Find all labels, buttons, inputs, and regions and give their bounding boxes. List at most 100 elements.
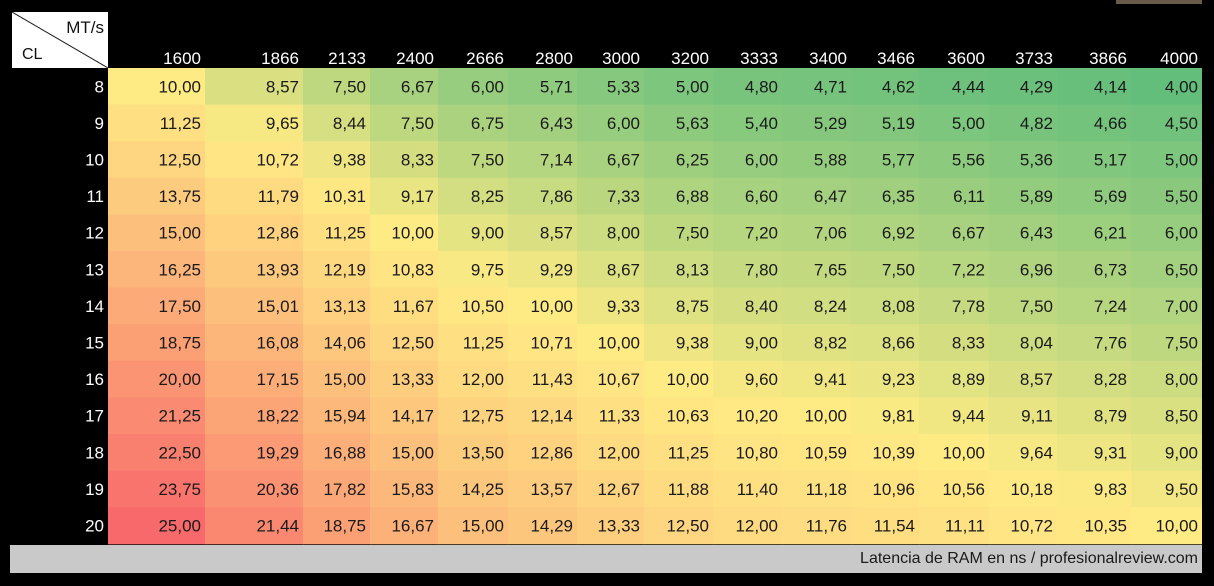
heat-cell-17-3333 (713, 397, 783, 435)
heat-cell-15-3333 (713, 324, 783, 362)
heat-cell-16-1866 (205, 360, 304, 398)
cell-value-12-1600: 15,00 (158, 224, 201, 243)
cell-value-8-2800: 5,71 (540, 77, 573, 96)
cell-value-20-3466: 11,54 (874, 517, 915, 536)
heat-cell-8-3333 (713, 68, 783, 106)
cell-value-11-3333: 6,60 (745, 187, 778, 206)
cell-value-18-3200: 11,25 (668, 443, 709, 462)
cell-value-10-3866: 5,17 (1094, 151, 1127, 170)
heat-cell-19-3000 (577, 470, 645, 508)
heat-cell-15-4000 (1131, 324, 1202, 362)
cell-value-10-1866: 10,72 (256, 151, 299, 170)
cell-value-19-3466: 10,96 (872, 480, 915, 499)
cell-value-14-3200: 8,75 (676, 297, 709, 316)
heat-cell-20-3000 (577, 507, 645, 545)
heat-cell-14-2133 (303, 287, 371, 325)
heat-cell-10-2800 (508, 141, 578, 179)
cell-value-8-1866: 8,57 (266, 77, 299, 96)
cell-value-20-3000: 13,33 (597, 517, 640, 536)
heat-cell-11-2800 (508, 177, 578, 215)
heat-cell-19-3400 (782, 470, 852, 508)
heat-cell-8-3466 (851, 68, 920, 106)
heat-cell-17-2133 (303, 397, 371, 435)
heat-cell-11-4000 (1131, 177, 1202, 215)
heat-cell-9-3000 (577, 104, 645, 142)
heat-cell-14-3400 (782, 287, 852, 325)
cell-value-17-3600: 9,44 (952, 407, 985, 426)
row-header-19: 19 (85, 480, 104, 499)
heat-cell-11-3333 (713, 177, 783, 215)
heat-cell-15-3600 (919, 324, 990, 362)
heat-cell-20-4000 (1131, 507, 1202, 545)
cell-value-13-4000: 6,50 (1165, 260, 1198, 279)
heat-cell-10-3333 (713, 141, 783, 179)
cell-value-11-3600: 6,11 (953, 187, 985, 206)
cell-value-8-3600: 4,44 (952, 77, 985, 96)
heat-cell-20-2800 (508, 507, 578, 545)
heat-cell-17-3733 (989, 397, 1058, 435)
heat-cell-12-3000 (577, 214, 645, 252)
cell-value-13-3200: 8,13 (676, 260, 709, 279)
heat-cell-13-3466 (851, 251, 920, 289)
heat-cell-12-2800 (508, 214, 578, 252)
heat-cell-17-3400 (782, 397, 852, 435)
cell-value-9-2133: 8,44 (333, 114, 366, 133)
heat-cell-9-3600 (919, 104, 990, 142)
cell-value-10-1600: 12,50 (158, 151, 201, 170)
heat-cell-15-3200 (644, 324, 714, 362)
cell-value-9-2400: 7,50 (401, 114, 434, 133)
cell-value-10-3200: 6,25 (676, 151, 709, 170)
heat-cell-19-2133 (303, 470, 371, 508)
heat-cell-15-3733 (989, 324, 1058, 362)
heat-cell-16-3733 (989, 360, 1058, 398)
heat-cell-19-2800 (508, 470, 578, 508)
heat-cell-12-3733 (989, 214, 1058, 252)
heat-cell-19-1600 (108, 470, 206, 508)
column-header-3200: 3200 (671, 49, 709, 68)
cell-value-11-3733: 5,89 (1020, 187, 1053, 206)
heat-cell-10-2666 (438, 141, 509, 179)
cell-value-12-2800: 8,57 (540, 224, 573, 243)
cell-value-11-4000: 5,50 (1165, 187, 1198, 206)
cell-value-14-3733: 7,50 (1020, 297, 1053, 316)
heat-cell-15-3000 (577, 324, 645, 362)
heat-cell-13-3200 (644, 251, 714, 289)
cell-value-9-3333: 5,40 (745, 114, 778, 133)
cell-value-19-4000: 9,50 (1165, 480, 1198, 499)
heat-cell-13-2133 (303, 251, 371, 289)
heat-cell-11-1600 (108, 177, 206, 215)
cell-value-13-3400: 7,65 (814, 260, 847, 279)
cell-value-11-3200: 6,88 (676, 187, 709, 206)
heat-cell-11-3466 (851, 177, 920, 215)
heat-cell-9-3200 (644, 104, 714, 142)
cell-value-9-2666: 6,75 (471, 114, 504, 133)
cell-value-11-2666: 8,25 (471, 187, 504, 206)
heat-cell-12-1600 (108, 214, 206, 252)
cell-value-9-3866: 4,66 (1094, 114, 1127, 133)
cell-value-16-1600: 20,00 (158, 370, 201, 389)
cell-value-13-2133: 12,19 (323, 260, 366, 279)
cell-value-14-3466: 8,08 (882, 297, 915, 316)
cell-value-19-2133: 17,82 (323, 480, 366, 499)
cell-value-16-1866: 17,15 (256, 370, 299, 389)
heat-cell-14-1866 (205, 287, 304, 325)
cell-value-12-3000: 8,00 (607, 224, 640, 243)
heat-cell-15-3866 (1057, 324, 1132, 362)
row-header-8: 8 (95, 77, 104, 96)
cell-value-13-1600: 16,25 (158, 260, 201, 279)
column-header-1866: 1866 (261, 49, 299, 68)
cell-value-14-3400: 8,24 (814, 297, 847, 316)
cell-value-12-3200: 7,50 (676, 224, 709, 243)
cell-value-10-2800: 7,14 (540, 151, 573, 170)
heat-cell-13-2666 (438, 251, 509, 289)
heat-cell-16-3466 (851, 360, 920, 398)
column-header-4000: 4000 (1160, 49, 1198, 68)
heat-cell-16-3600 (919, 360, 990, 398)
cell-value-8-3866: 4,14 (1094, 77, 1127, 96)
table-corner-header: MT/s CL (12, 12, 108, 68)
heat-cell-14-3333 (713, 287, 783, 325)
cell-value-13-3600: 7,22 (952, 260, 985, 279)
cell-value-11-3866: 5,69 (1094, 187, 1127, 206)
heat-cell-8-3866 (1057, 68, 1132, 106)
cell-value-15-1866: 16,08 (256, 334, 299, 353)
